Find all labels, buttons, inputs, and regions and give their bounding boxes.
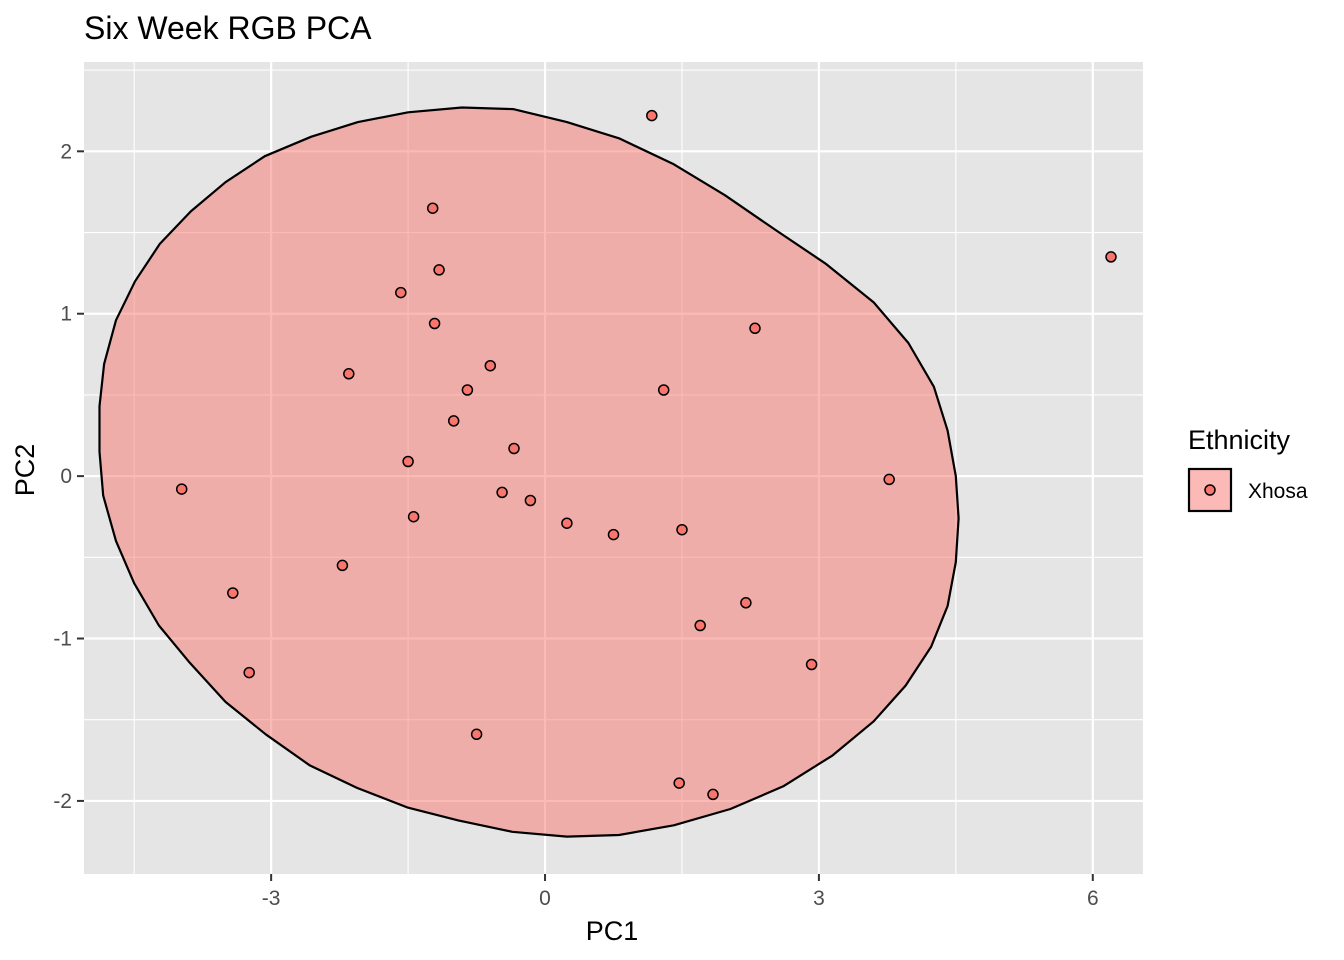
x-tick-label: 0 — [539, 887, 551, 910]
data-point — [524, 494, 537, 507]
x-tick-label: -3 — [262, 887, 281, 910]
data-point — [461, 384, 474, 396]
data-point — [402, 455, 414, 468]
data-point — [470, 728, 483, 741]
y-tick-label: -2 — [53, 790, 72, 813]
legend: Ethnicity Xhosa — [1187, 425, 1308, 513]
data-point — [336, 559, 349, 572]
data-point — [657, 384, 670, 396]
data-point — [426, 202, 439, 214]
data-point — [707, 788, 719, 801]
y-axis-title: PC2 — [10, 444, 40, 497]
legend-key-xhosa — [1187, 467, 1233, 513]
confidence-ellipse-layer — [98, 106, 960, 838]
points-layer — [175, 109, 1117, 801]
legend-label-xhosa: Xhosa — [1248, 480, 1308, 503]
data-point — [428, 317, 441, 330]
data-point — [447, 415, 460, 427]
data-point — [395, 286, 407, 299]
data-point — [805, 658, 818, 671]
data-point — [496, 486, 508, 499]
y-tick-label: -1 — [53, 628, 72, 651]
data-point — [676, 523, 688, 536]
y-tick-label: 0 — [60, 465, 72, 488]
data-point — [740, 597, 752, 609]
data-point — [646, 109, 658, 122]
legend-point-xhosa — [1204, 484, 1216, 496]
x-axis: -3 0 3 6 — [262, 874, 1099, 910]
data-point — [694, 619, 706, 632]
chart-title: Six Week RGB PCA — [84, 10, 372, 46]
data-point — [883, 473, 895, 486]
data-point — [561, 517, 573, 529]
data-point — [749, 322, 761, 335]
data-point — [1105, 251, 1117, 263]
y-tick-label: 1 — [60, 303, 72, 326]
y-axis: -2 -1 0 1 2 — [53, 140, 84, 813]
x-tick-label: 3 — [813, 887, 825, 910]
data-point — [508, 442, 520, 455]
confidence-ellipse — [98, 106, 960, 838]
data-point — [343, 368, 355, 380]
data-point — [673, 777, 685, 789]
x-axis-title: PC1 — [586, 916, 639, 946]
data-point — [484, 359, 497, 372]
y-tick-label: 2 — [60, 140, 72, 163]
data-point — [407, 510, 420, 523]
legend-title: Ethnicity — [1188, 425, 1291, 455]
data-point — [433, 264, 445, 276]
data-point — [227, 587, 239, 599]
data-point — [607, 528, 620, 541]
data-point — [175, 483, 188, 495]
data-point — [243, 666, 255, 679]
x-tick-label: 6 — [1087, 887, 1099, 910]
